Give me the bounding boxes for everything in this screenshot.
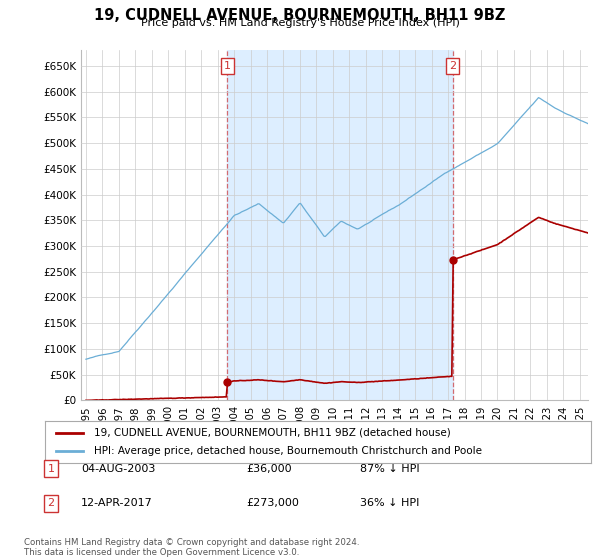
Text: 87% ↓ HPI: 87% ↓ HPI xyxy=(360,464,419,474)
Text: 1: 1 xyxy=(47,464,55,474)
Text: 04-AUG-2003: 04-AUG-2003 xyxy=(81,464,155,474)
Text: 2: 2 xyxy=(449,61,456,71)
Text: 1: 1 xyxy=(224,61,231,71)
Bar xyxy=(227,50,452,400)
Text: 19, CUDNELL AVENUE, BOURNEMOUTH, BH11 9BZ: 19, CUDNELL AVENUE, BOURNEMOUTH, BH11 9B… xyxy=(94,8,506,24)
Text: £273,000: £273,000 xyxy=(246,498,299,508)
Text: 2: 2 xyxy=(47,498,55,508)
Text: £36,000: £36,000 xyxy=(246,464,292,474)
Text: Price paid vs. HM Land Registry's House Price Index (HPI): Price paid vs. HM Land Registry's House … xyxy=(140,18,460,29)
Text: Contains HM Land Registry data © Crown copyright and database right 2024.
This d: Contains HM Land Registry data © Crown c… xyxy=(24,538,359,557)
Text: 12-APR-2017: 12-APR-2017 xyxy=(81,498,153,508)
Text: 36% ↓ HPI: 36% ↓ HPI xyxy=(360,498,419,508)
Text: 19, CUDNELL AVENUE, BOURNEMOUTH, BH11 9BZ (detached house): 19, CUDNELL AVENUE, BOURNEMOUTH, BH11 9B… xyxy=(94,428,451,438)
Text: HPI: Average price, detached house, Bournemouth Christchurch and Poole: HPI: Average price, detached house, Bour… xyxy=(94,446,482,456)
